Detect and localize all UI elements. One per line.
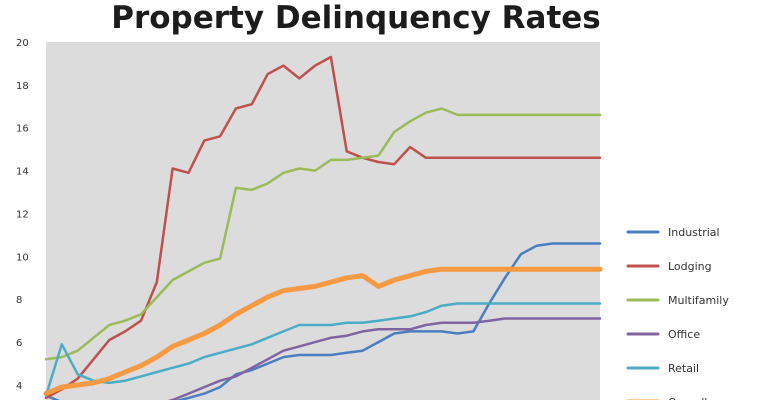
y-tick-label: 14 bbox=[16, 167, 29, 178]
series-line-office bbox=[167, 317, 602, 400]
legend-label: Overall bbox=[668, 396, 707, 400]
legend-label: Retail bbox=[668, 362, 699, 375]
series-line-overall bbox=[43, 266, 603, 397]
y-tick-label: 8 bbox=[16, 295, 22, 306]
y-tick-label: 18 bbox=[16, 81, 29, 92]
series-lines bbox=[43, 55, 603, 400]
chart-title: Property Delinquency Rates bbox=[111, 0, 601, 36]
plot-area bbox=[46, 42, 600, 400]
series-line-multifamily bbox=[44, 107, 602, 361]
y-axis: 4 6 8 10 12 14 16 18 20 bbox=[16, 38, 29, 392]
y-tick-label: 6 bbox=[16, 338, 22, 349]
y-tick-label: 10 bbox=[16, 252, 29, 263]
legend-label: Industrial bbox=[668, 226, 720, 239]
legend-label: Office bbox=[668, 328, 700, 341]
series-line-industrial bbox=[44, 242, 602, 400]
legend: Industrial Lodging Multifamily Office Retail… bbox=[626, 226, 729, 400]
legend-label: Lodging bbox=[668, 260, 712, 273]
y-tick-label: 4 bbox=[16, 381, 22, 392]
y-tick-label: 16 bbox=[16, 124, 29, 135]
y-tick-label: 12 bbox=[16, 209, 29, 220]
series-line-retail bbox=[44, 302, 602, 397]
legend-label: Multifamily bbox=[668, 294, 729, 307]
series-line-lodging bbox=[44, 55, 602, 400]
y-tick-label: 20 bbox=[16, 38, 29, 49]
